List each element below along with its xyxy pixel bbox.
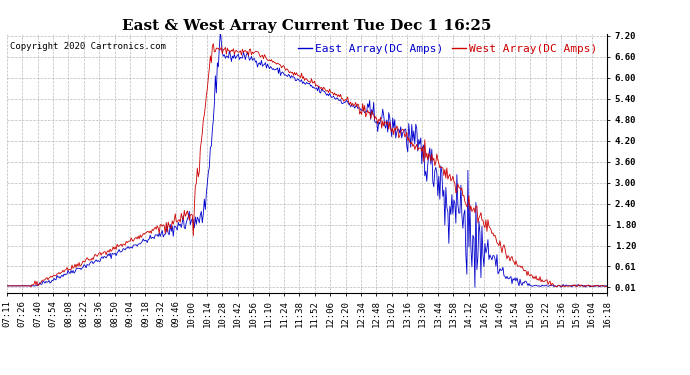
- East Array(DC Amps): [275, 66, 284, 70]
- Legend: East Array(DC Amps), West Array(DC Amps): East Array(DC Amps), West Array(DC Amps): [294, 39, 602, 58]
- West Array(DC Amps): [209, 41, 217, 46]
- East Array(DC Amps): [404, 121, 413, 126]
- Line: West Array(DC Amps): West Array(DC Amps): [7, 44, 607, 287]
- East Array(DC Amps): [216, 29, 224, 34]
- West Array(DC Amps): [455, 186, 464, 190]
- Text: Copyright 2020 Cartronics.com: Copyright 2020 Cartronics.com: [10, 42, 166, 51]
- West Array(DC Amps): [603, 284, 611, 288]
- East Array(DC Amps): [603, 284, 611, 288]
- West Array(DC Amps): [157, 222, 166, 227]
- West Array(DC Amps): [553, 285, 561, 289]
- Line: East Array(DC Amps): East Array(DC Amps): [7, 32, 607, 287]
- West Array(DC Amps): [109, 244, 117, 249]
- East Array(DC Amps): [357, 107, 366, 112]
- East Array(DC Amps): [3, 284, 11, 288]
- East Array(DC Amps): [109, 252, 117, 256]
- West Array(DC Amps): [275, 62, 284, 67]
- Title: East & West Array Current Tue Dec 1 16:25: East & West Array Current Tue Dec 1 16:2…: [122, 19, 492, 33]
- West Array(DC Amps): [357, 112, 366, 117]
- East Array(DC Amps): [157, 231, 166, 236]
- East Array(DC Amps): [471, 285, 479, 290]
- West Array(DC Amps): [3, 284, 11, 288]
- East Array(DC Amps): [455, 211, 464, 215]
- West Array(DC Amps): [404, 136, 413, 140]
